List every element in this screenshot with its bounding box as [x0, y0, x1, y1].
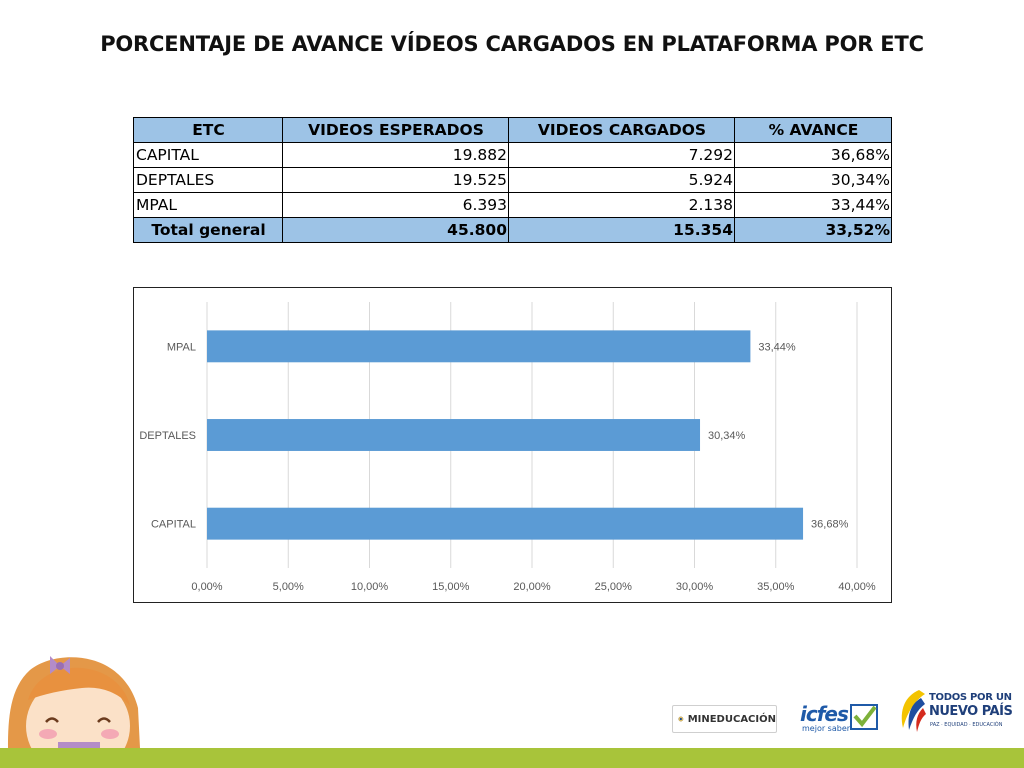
category-label: MPAL [167, 341, 196, 353]
data-label: 36,68% [811, 519, 849, 531]
data-label: 33,44% [758, 341, 796, 353]
x-tick-label: 15,00% [432, 581, 470, 593]
table-cell: DEPTALES [133, 167, 283, 193]
todos-line2: NUEVO PAÍS [929, 704, 1013, 719]
table-cell: 5.924 [508, 167, 735, 193]
footer-bar [0, 748, 1024, 768]
shield-icon [678, 716, 684, 722]
table-cell: 19.882 [282, 142, 509, 168]
table-cell: 30,34% [734, 167, 892, 193]
icfes-tagline: mejor saber [802, 724, 851, 733]
x-tick-label: 10,00% [351, 581, 389, 593]
icfes-logo-text: icfes [800, 702, 849, 726]
table-cell: 19.525 [282, 167, 509, 193]
data-table: ETC VIDEOS ESPERADOS VIDEOS CARGADOS % A… [133, 117, 892, 243]
category-label: CAPITAL [151, 519, 196, 531]
x-tick-label: 20,00% [513, 581, 551, 593]
x-tick-label: 0,00% [191, 581, 222, 593]
table-cell: 2.138 [508, 192, 735, 218]
x-tick-label: 40,00% [838, 581, 876, 593]
cartoon-girl-illustration [8, 656, 140, 748]
icfes-logo: icfes mejor saber [800, 702, 882, 736]
table-cell: CAPITAL [133, 142, 283, 168]
table-cell: MPAL [133, 192, 283, 218]
table-header-cell: % AVANCE [734, 117, 892, 143]
table-total-row: Total general 45.800 15.354 33,52% [133, 217, 892, 243]
bar-chart: 0,00% 5,00% 10,00% 15,00% 20,00% 25,00% 30,00%… [133, 287, 892, 603]
bar [207, 419, 701, 451]
table-cell: 6.393 [282, 192, 509, 218]
todos-por-un-nuevo-pais-logo: TODOS POR UN NUEVO PAÍS PAZ · EQUIDAD · … [897, 686, 1024, 736]
todos-line3: PAZ · EQUIDAD · EDUCACIÓN [930, 722, 1003, 728]
table-row: MPAL 6.393 2.138 33,44% [133, 192, 892, 218]
todos-line1: TODOS POR UN [929, 692, 1012, 703]
category-label: DEPTALES [139, 430, 196, 442]
x-tick-label: 5,00% [273, 581, 304, 593]
checkmark-icon [850, 704, 878, 730]
table-cell: 33,52% [734, 217, 892, 243]
x-tick-label: 30,00% [676, 581, 714, 593]
table-header-cell: VIDEOS ESPERADOS [282, 117, 509, 143]
table-cell: 7.292 [508, 142, 735, 168]
table-row: DEPTALES 19.525 5.924 30,34% [133, 167, 892, 193]
mineducacion-logo-text: MINEDUCACIÓN [687, 713, 776, 725]
page-title: PORCENTAJE DE AVANCE VÍDEOS CARGADOS EN … [100, 32, 924, 56]
x-tick-label: 25,00% [595, 581, 633, 593]
table-row: CAPITAL 19.882 7.292 36,68% [133, 142, 892, 168]
data-label: 30,34% [708, 430, 746, 442]
table-cell: 45.800 [282, 217, 509, 243]
x-tick-label: 35,00% [757, 581, 795, 593]
table-header-cell: ETC [133, 117, 283, 143]
table-cell: Total general [133, 217, 283, 243]
bar [207, 507, 804, 540]
table-cell: 15.354 [508, 217, 735, 243]
flag-swoosh-icon [901, 690, 926, 732]
table-cell: 33,44% [734, 192, 892, 218]
table-header-row: ETC VIDEOS ESPERADOS VIDEOS CARGADOS % A… [133, 117, 892, 143]
bar [207, 330, 751, 363]
bar-chart-svg: 0,00% 5,00% 10,00% 15,00% 20,00% 25,00% 30,00%… [139, 302, 876, 593]
mineducacion-logo: MINEDUCACIÓN [672, 705, 777, 733]
table-header-cell: VIDEOS CARGADOS [508, 117, 735, 143]
table-cell: 36,68% [734, 142, 892, 168]
